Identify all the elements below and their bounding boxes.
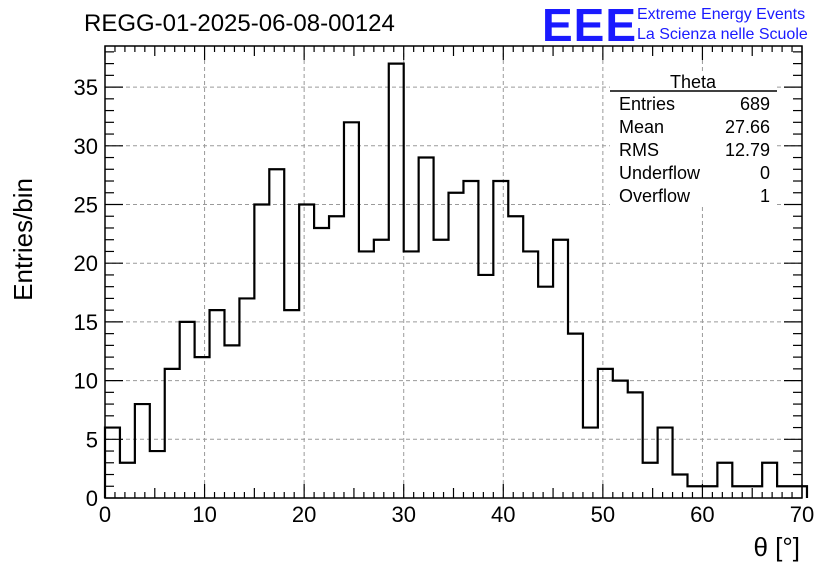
stats-title: Theta (670, 72, 717, 92)
stats-label-mean: Mean (619, 117, 664, 137)
x-axis-title: θ [°] (753, 532, 800, 562)
y-tick-label: 25 (74, 192, 98, 217)
stats-value-entries: 689 (740, 94, 770, 114)
y-tick-label: 10 (74, 369, 98, 394)
x-tick-label: 0 (99, 502, 111, 527)
x-tick-label: 50 (591, 502, 615, 527)
eee-logo: EEE Extreme Energy Events La Scienza nel… (542, 0, 808, 51)
y-tick-label: 35 (74, 75, 98, 100)
stats-label-rms: RMS (619, 140, 659, 160)
axis-ticks (104, 46, 803, 499)
x-tick-label: 20 (292, 502, 316, 527)
logo-mark: EEE (542, 0, 637, 51)
stats-box-background (610, 73, 777, 206)
x-tick-label: 10 (192, 502, 216, 527)
x-tick-labels: 0 10 20 30 40 50 60 70 (99, 502, 814, 527)
y-tick-label: 20 (74, 251, 98, 276)
y-tick-labels: 0 5 10 15 20 25 30 35 (74, 75, 98, 511)
histogram-outline (103, 62, 809, 498)
y-tick-label: 0 (86, 486, 98, 511)
y-tick-label: 5 (86, 427, 98, 452)
stats-value-mean: 27.66 (725, 117, 770, 137)
x-tick-label: 40 (491, 502, 515, 527)
y-tick-label: 30 (74, 134, 98, 159)
stats-value-underflow: 0 (760, 163, 770, 183)
x-tick-label: 60 (690, 502, 714, 527)
grid (105, 46, 802, 498)
stats-value-rms: 12.79 (725, 140, 770, 160)
y-axis-title: Entries/bin (8, 178, 38, 301)
x-tick-label: 30 (391, 502, 415, 527)
stats-label-underflow: Underflow (619, 163, 701, 183)
chart-title: REGG-01-2025-06-08-00124 (84, 10, 395, 37)
stats-label-entries: Entries (619, 94, 675, 114)
logo-line-1: Extreme Energy Events (637, 6, 805, 23)
stats-box: Theta Entries 689 Mean 27.66 RMS 12.79 U… (610, 72, 777, 206)
x-tick-label: 70 (790, 502, 814, 527)
plot-frame (104, 45, 803, 499)
stats-value-overflow: 1 (760, 186, 770, 206)
logo-line-2: La Scienza nelle Scuole (637, 26, 808, 43)
y-tick-label: 15 (74, 310, 98, 335)
stats-label-overflow: Overflow (619, 186, 691, 206)
